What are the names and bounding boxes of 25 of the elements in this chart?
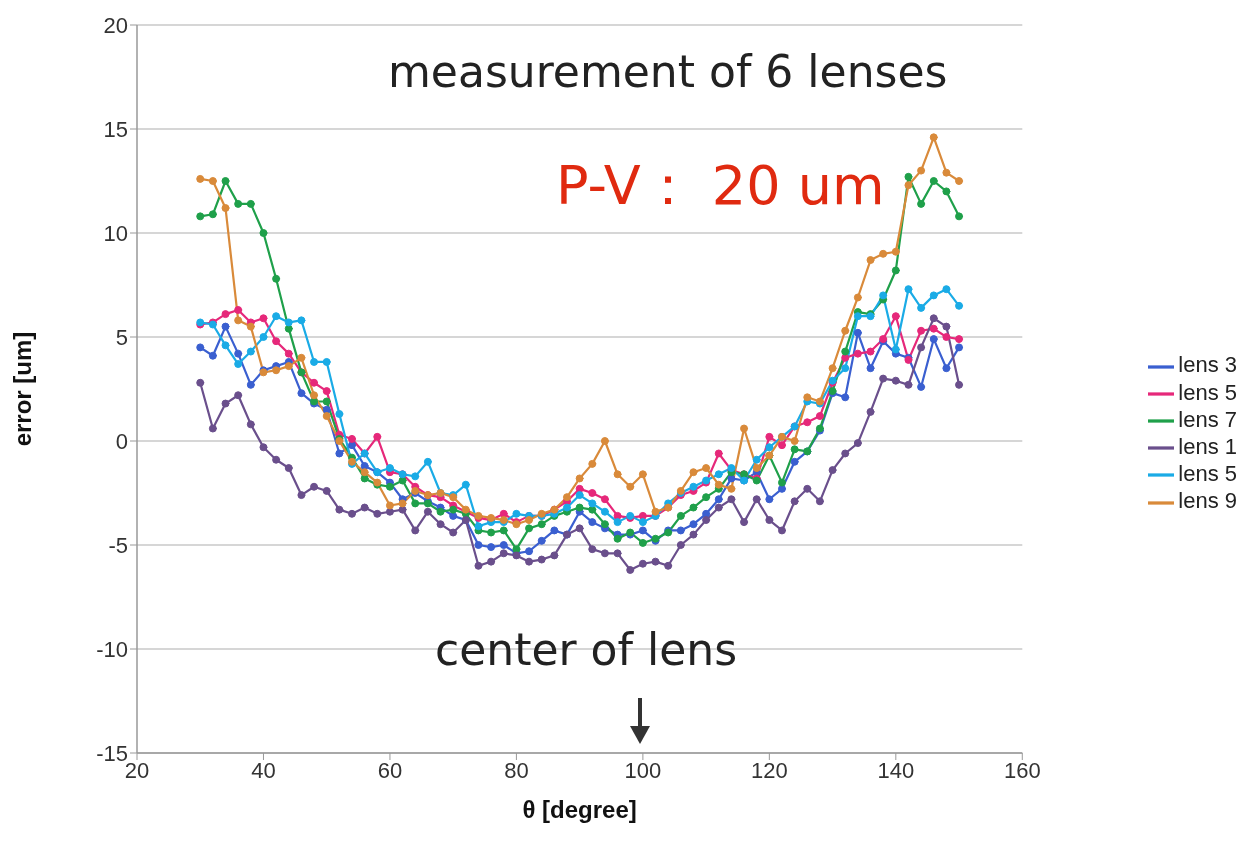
y-tick-label: 5 — [115, 324, 128, 350]
x-tick-label: 140 — [877, 757, 915, 783]
legend-label: lens 1 — [1178, 434, 1237, 459]
x-axis-title: θ [degree] — [522, 796, 637, 823]
y-tick-label: 0 — [115, 428, 128, 454]
x-tick-label: 160 — [1003, 757, 1041, 783]
y-axis-title: error [um] — [8, 331, 36, 447]
x-tick-label: 60 — [377, 757, 403, 783]
x-tick-label: 40 — [251, 757, 276, 783]
legend-label: lens 5 — [1178, 379, 1237, 405]
y-tick-label: -10 — [96, 636, 128, 662]
annotation: P-V： 20 um — [556, 154, 885, 217]
legend-label: lens 5 — [1178, 461, 1237, 487]
y-tick-label: 10 — [103, 220, 128, 246]
legend-label: lens 9 — [1178, 488, 1237, 514]
x-tick-label: 120 — [750, 757, 788, 783]
y-tick-label: 20 — [103, 12, 128, 38]
y-tick-label: 15 — [103, 116, 128, 142]
legend-label: lens 3 — [1178, 352, 1237, 378]
x-tick-label: 100 — [624, 757, 662, 783]
x-tick-label: 80 — [504, 757, 529, 783]
y-tick-label: -5 — [108, 532, 128, 558]
annotation: center of lens — [435, 624, 738, 675]
annotation: measurement of 6 lenses — [388, 46, 948, 97]
legend-label: lens 7 — [1178, 406, 1237, 432]
